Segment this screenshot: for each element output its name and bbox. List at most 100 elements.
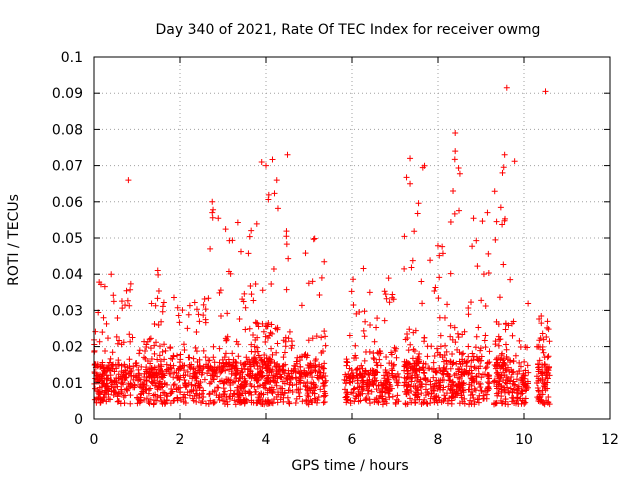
data-point — [521, 358, 528, 365]
data-point — [461, 395, 468, 402]
data-point — [506, 368, 513, 375]
data-point — [260, 328, 267, 335]
data-point — [471, 385, 478, 392]
data-point — [321, 382, 328, 389]
data-point — [544, 379, 551, 386]
data-point — [151, 342, 158, 349]
data-point — [292, 399, 299, 406]
data-point — [191, 299, 198, 306]
data-point — [262, 365, 269, 372]
data-point — [119, 379, 126, 386]
data-point — [473, 237, 480, 244]
data-point — [147, 345, 154, 352]
data-point — [473, 353, 480, 360]
data-point — [493, 218, 500, 225]
data-point — [418, 390, 425, 397]
data-point — [259, 320, 266, 327]
data-point — [508, 394, 515, 401]
data-point — [375, 382, 382, 389]
data-point — [126, 384, 133, 391]
data-point — [499, 350, 506, 357]
data-point — [156, 343, 163, 350]
data-point — [130, 372, 137, 379]
data-point — [242, 388, 249, 395]
data-point — [245, 388, 252, 395]
data-point — [452, 339, 459, 346]
data-point — [394, 370, 401, 377]
data-point — [246, 372, 253, 379]
data-point — [470, 215, 477, 222]
data-point — [523, 383, 530, 390]
data-point — [458, 392, 465, 399]
data-point — [386, 394, 393, 401]
data-point — [540, 400, 547, 407]
data-point — [542, 387, 549, 394]
data-point — [235, 394, 242, 401]
data-point — [544, 318, 551, 325]
data-point — [294, 354, 301, 361]
data-point — [375, 399, 382, 406]
y-axis-label: ROTI / TECUs — [6, 194, 22, 286]
data-point — [447, 365, 454, 372]
data-point — [546, 338, 553, 345]
data-point — [207, 245, 214, 252]
data-point — [413, 371, 420, 378]
data-point — [273, 177, 280, 184]
data-point — [505, 401, 512, 408]
data-point — [383, 295, 390, 302]
data-point — [145, 398, 152, 405]
data-point — [321, 360, 328, 367]
data-point — [455, 164, 462, 171]
data-point — [223, 336, 230, 343]
data-point — [389, 294, 396, 301]
data-point — [175, 374, 182, 381]
data-point — [285, 367, 292, 374]
data-point — [193, 306, 200, 313]
data-point — [143, 341, 150, 348]
x-tick-label: 6 — [348, 432, 357, 448]
data-point — [284, 374, 291, 381]
data-point — [246, 325, 253, 332]
data-point — [382, 291, 389, 298]
data-point — [100, 314, 107, 321]
data-point — [494, 392, 501, 399]
data-point — [522, 395, 529, 402]
data-point — [196, 362, 203, 369]
data-point — [222, 367, 229, 374]
data-point — [310, 387, 317, 394]
data-point — [280, 398, 287, 405]
data-point — [128, 367, 135, 374]
data-point — [190, 386, 197, 393]
data-point — [284, 151, 291, 158]
data-point — [170, 352, 177, 359]
data-point — [151, 364, 158, 371]
data-point — [369, 370, 376, 377]
data-point — [192, 390, 199, 397]
data-point — [507, 359, 514, 366]
data-point — [382, 369, 389, 376]
data-point — [377, 387, 384, 394]
data-point — [503, 84, 510, 91]
data-point — [509, 332, 516, 339]
data-point — [149, 374, 156, 381]
data-point — [452, 130, 459, 137]
data-point — [513, 387, 520, 394]
data-point — [167, 400, 174, 407]
data-point — [251, 354, 258, 361]
data-point — [468, 382, 475, 389]
data-point — [546, 401, 553, 408]
data-point — [455, 374, 462, 381]
data-point — [543, 333, 550, 340]
data-point — [453, 360, 460, 367]
data-point — [416, 356, 423, 363]
data-point — [401, 363, 408, 370]
data-point — [424, 389, 431, 396]
data-point — [122, 363, 129, 370]
data-point — [195, 311, 202, 318]
data-point — [482, 332, 489, 339]
data-point — [268, 321, 275, 328]
data-point — [282, 343, 289, 350]
data-point — [131, 381, 138, 388]
data-point — [227, 362, 234, 369]
data-point — [358, 374, 365, 381]
